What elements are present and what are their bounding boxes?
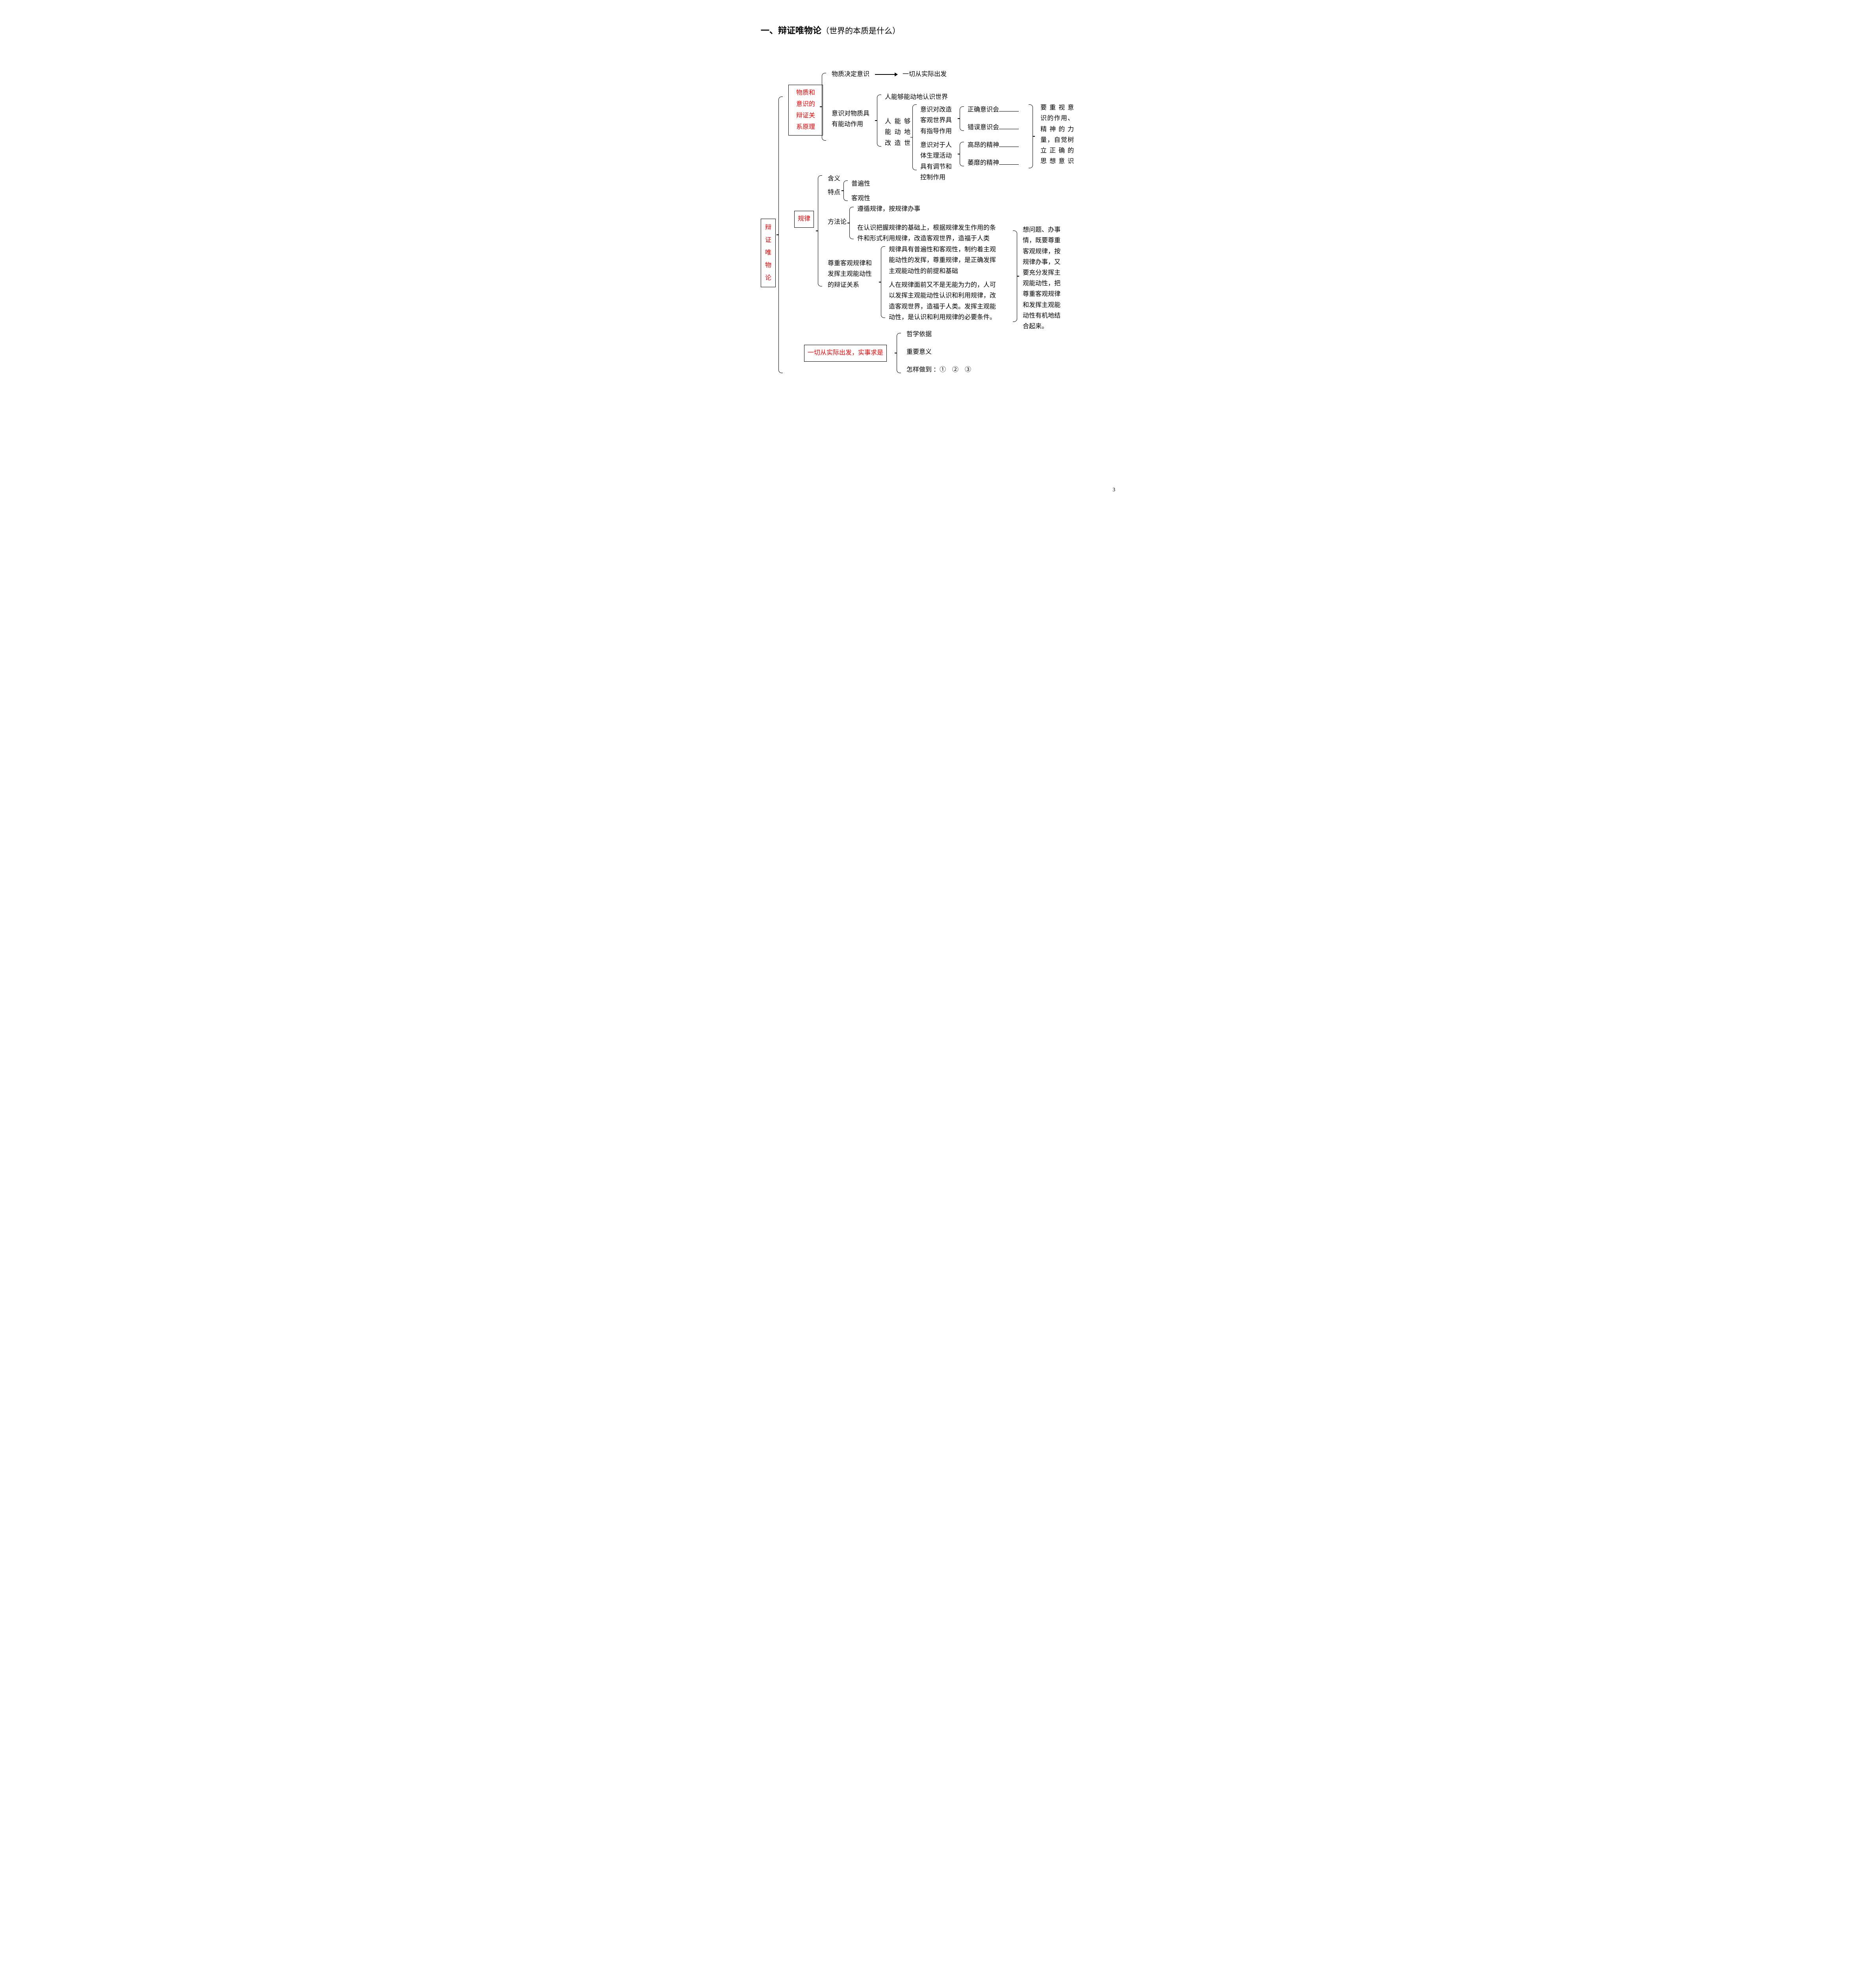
line-low-spirit: 萎靡的精神 xyxy=(968,158,1019,168)
brace-law xyxy=(818,175,822,286)
law-dialectic: 尊重客观规律和 发挥主观能动性 的辩证关系 xyxy=(828,258,872,290)
line-wrong-consciousness: 错误意识会 xyxy=(968,122,1019,133)
brace-guide xyxy=(960,106,964,131)
brace-note2 xyxy=(1013,230,1017,322)
blank-1 xyxy=(999,105,1019,112)
brace-dialectic xyxy=(881,246,885,318)
arrow-1 xyxy=(875,74,895,75)
practice-significance: 重要意义 xyxy=(906,347,932,357)
box-law: 规律 xyxy=(794,211,814,228)
title-main: 一、辩证唯物论 xyxy=(761,26,821,35)
page-number: 3 xyxy=(1113,486,1115,494)
line-high-spirit: 高昂的精神 xyxy=(968,140,1019,151)
law-methodology: 方法论 xyxy=(828,217,847,227)
line-correct-consciousness: 正确意识会 xyxy=(968,104,1019,115)
note-law: 想问题、办事 情，既要尊重 客观规律，按 规律办事，又 要充分发挥主 观能动性，… xyxy=(1023,225,1061,332)
blank-3 xyxy=(999,140,1019,147)
box-practice: 一切从实际出发，实事求是 xyxy=(804,345,887,362)
note-consciousness: 要重视意 识的作用、 精神的力 量，自觉树 立正确的 思想意识 xyxy=(1040,102,1074,167)
title-sub: （世界的本质是什么） xyxy=(821,27,900,35)
brace-note1 xyxy=(1029,104,1033,168)
practice-how: 怎样做到 ：① ② ③ xyxy=(906,364,971,375)
box-matter-consciousness: 物质和 意识的 辩证关 系原理 xyxy=(788,85,823,136)
blank-4 xyxy=(999,158,1019,165)
brace-main xyxy=(778,97,783,373)
root-box: 辩 证 唯 物 论 xyxy=(761,219,776,287)
brace-physio xyxy=(960,142,964,166)
diagram-area: 辩 证 唯 物 论 物质和 意识的 辩证关 系原理 物质决定意识 一切从实际出发… xyxy=(761,61,1115,416)
line-transform-world: 人能够 能动地 改造世 xyxy=(885,116,910,149)
law-follow: 遵循规律，按规律办事 xyxy=(857,204,920,214)
practice-basis: 哲学依据 xyxy=(906,329,932,340)
line-matter-determines: 物质决定意识 xyxy=(832,69,869,80)
law-d1: 规律具有普遍性和客观性，制约着主观 能动性的发挥，尊重规律，是正确发挥 主观能动… xyxy=(889,244,996,277)
law-use: 在认识把握规律的基础上，根据规律发生作用的条 件和形式利用规律，改造客观世界，造… xyxy=(857,223,996,244)
line-recognize-world: 人能够能动地认识世界 xyxy=(885,92,948,102)
law-d2: 人在规律面前又不是无能为力的，人可 以发挥主观能动性认识和利用规律，改 造客观世… xyxy=(889,280,996,323)
brace-method xyxy=(849,207,854,239)
brace-matter xyxy=(822,73,826,141)
brace-transform xyxy=(912,104,917,170)
brace-practice xyxy=(897,333,901,373)
law-objective: 客观性 xyxy=(851,193,870,204)
line-guide-transform: 意识对改造 客观世界具 有指导作用 xyxy=(920,104,952,137)
line-from-reality: 一切从实际出发 xyxy=(903,69,947,80)
line-physiological: 意识对于人 体生理活动 具有调节和 控制作用 xyxy=(920,140,952,183)
law-features: 特点 xyxy=(828,187,840,198)
brace-features xyxy=(843,180,848,201)
law-meaning: 含义 xyxy=(828,173,840,184)
brace-active xyxy=(877,95,881,147)
line-consciousness-active: 意识对物质具 有能动作用 xyxy=(832,108,869,130)
law-universal: 普遍性 xyxy=(851,178,870,189)
blank-2 xyxy=(999,123,1019,129)
page-title: 一、辩证唯物论（世界的本质是什么） xyxy=(761,24,1115,37)
